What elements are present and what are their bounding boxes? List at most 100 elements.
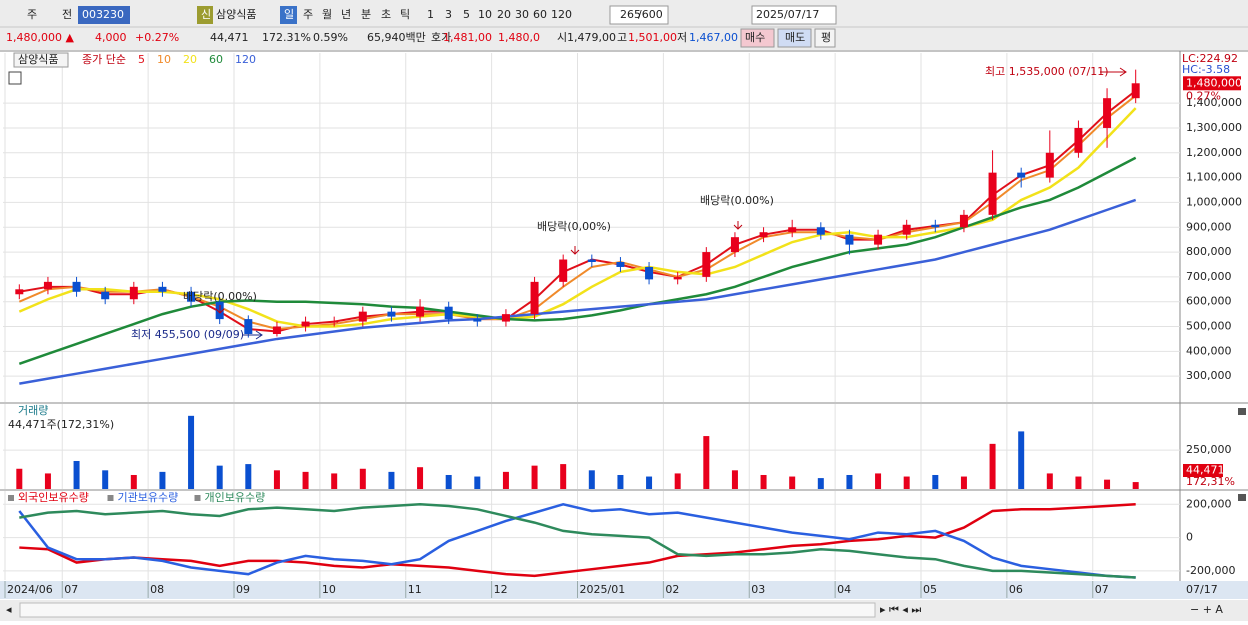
volume-bar (302, 471, 309, 489)
x-tick-label: 2024/06 (7, 583, 53, 596)
holding-line (19, 503, 1136, 578)
candle-body (473, 319, 482, 322)
toolbar-quote: 44,471 (210, 31, 249, 44)
holding-line (19, 503, 1136, 579)
y-tick-label: 800,000 (1186, 245, 1232, 258)
candle-body (816, 227, 825, 235)
candle-body (72, 281, 81, 292)
candle-body (244, 319, 253, 334)
panel-close[interactable] (1238, 494, 1246, 501)
period-selected[interactable] (280, 6, 297, 24)
x-tick-label: 11 (408, 583, 422, 596)
scroll-track[interactable] (19, 602, 876, 618)
y-tick-label: 1,100,000 (1186, 171, 1242, 184)
legend-entry: 기관보유수량 (118, 491, 179, 504)
candle-body (788, 227, 797, 233)
zoom-buttons[interactable]: − + A (1190, 603, 1223, 616)
toolbar-item: /600 (638, 8, 663, 21)
candle-body (759, 232, 768, 238)
toolbar-quote: 매수 (745, 31, 765, 44)
volume-ratio: 172,31% (1186, 475, 1235, 488)
toolbar-quote: 평 (821, 31, 831, 44)
arrow (1100, 67, 1127, 77)
volume-bar (1075, 476, 1082, 489)
toolbar-item: 5 (463, 8, 470, 21)
volume-bar (216, 465, 223, 489)
scroll-left[interactable]: ◂ (6, 603, 12, 616)
moving-average (18, 94, 1137, 331)
toolbar-quote: 1,480,0 (498, 31, 540, 44)
candle-body (444, 306, 453, 320)
candle-body (931, 224, 940, 228)
volume-bar (130, 474, 137, 489)
volume-bar (188, 415, 195, 489)
volume-bar (245, 464, 252, 489)
toolbar-quote: 1,467,00 (689, 31, 738, 44)
toolbar-item: 분 (361, 8, 371, 21)
volume-bar (417, 467, 424, 489)
candle-body (530, 281, 539, 315)
volume-bar (159, 471, 166, 489)
candle-body (559, 259, 568, 282)
annotation: HC:-3.58 (1182, 63, 1230, 76)
annotation: 최저 455,500 (09/09) (131, 328, 244, 341)
toolbar-quote: +0.27% (135, 31, 179, 44)
volume-bar (646, 476, 653, 489)
count-field[interactable] (609, 5, 669, 25)
ma-label: 종가 단순 (82, 53, 126, 66)
toolbar-quote: 65,940백만 (367, 31, 426, 44)
volume-bar (1046, 473, 1053, 489)
toolbar-item: 년 (341, 8, 351, 21)
toolbar-item: 틱 (400, 8, 410, 21)
legend-swatch (8, 495, 14, 501)
chart-title: 삼양식품 (18, 53, 58, 66)
y-tick-label: 700,000 (1186, 270, 1232, 283)
toolbar-item: 일 (284, 7, 294, 21)
scroll-buttons[interactable]: ▸ ⏮ ◂ ⏭ (880, 603, 921, 616)
volume-bar (102, 470, 109, 489)
volume-bar (674, 473, 681, 489)
volume-bar (1018, 431, 1025, 489)
volume-bar (73, 460, 80, 489)
toolbar-quote: 호가 (431, 31, 451, 44)
candle-body (15, 289, 24, 295)
volume-bar (474, 476, 481, 489)
last-price-label: 1,480,000 (1186, 76, 1242, 89)
avg-button[interactable] (814, 28, 836, 48)
annotation: 0.27% (1186, 89, 1221, 102)
moving-average (19, 198, 1137, 385)
candle-body (416, 306, 425, 317)
legend-entry: 20 (183, 53, 197, 66)
x-tick-label: 12 (494, 583, 508, 596)
toolbar-quote: 0.59% (313, 31, 348, 44)
candle-body (301, 321, 310, 327)
volume-bar (960, 476, 967, 489)
panel-close[interactable] (1238, 408, 1246, 415)
arrow (243, 330, 263, 340)
code-field[interactable] (78, 6, 130, 24)
toolbar-item: 10 (478, 8, 492, 21)
volume-bar (588, 470, 595, 489)
y-tick-label: 200,000 (1186, 497, 1232, 510)
buy-button[interactable] (740, 28, 775, 48)
toolbar-quote: 1,501,00 (628, 31, 677, 44)
candle-body (330, 321, 339, 323)
x-tick-label: 03 (751, 583, 765, 596)
toolbar-item: 주 (303, 8, 313, 21)
volume-bar (731, 470, 738, 489)
holding-line (18, 503, 1136, 579)
date-field[interactable] (751, 5, 837, 25)
annotation: 배당락(0,00%) (537, 220, 611, 233)
dividend-arrow (733, 221, 743, 230)
volume-bar (989, 443, 996, 489)
y-tick-label: 1,000,000 (1186, 195, 1242, 208)
candle-body (988, 172, 997, 215)
volume-bar (703, 436, 710, 489)
legend-entry: 60 (209, 53, 223, 66)
toolbar-item: 2025/07/17 (756, 8, 819, 21)
toolbar-quote: 4,000 (95, 31, 127, 44)
panel-icon[interactable] (8, 71, 22, 85)
volume-bar (560, 464, 567, 489)
sell-button[interactable] (777, 28, 812, 48)
credit-badge (197, 6, 213, 24)
